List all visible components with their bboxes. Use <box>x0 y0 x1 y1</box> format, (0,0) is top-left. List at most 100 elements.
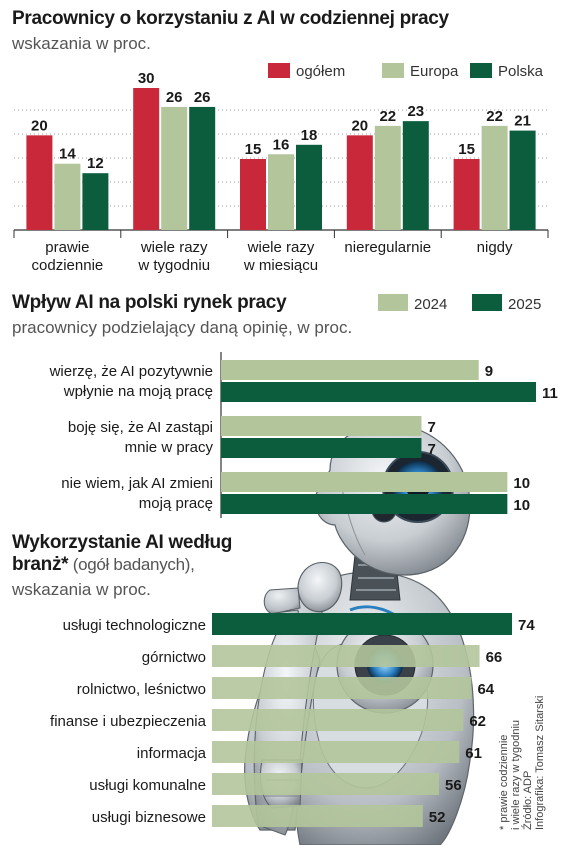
bar-industry <box>212 805 423 827</box>
data-label: 26 <box>166 89 183 106</box>
data-label: 62 <box>469 713 486 730</box>
data-label: 16 <box>273 136 290 153</box>
data-label: 12 <box>87 155 104 172</box>
chart3-title-extra: (ogół badanych), <box>68 555 195 574</box>
category-label: wpłynie na moją pracę <box>63 383 213 400</box>
chart2-title: Wpływ AI na polski rynek pracy <box>12 292 287 313</box>
category-label: wierzę, że AI pozytywnie <box>49 363 213 380</box>
category-label: wiele razy <box>247 239 315 256</box>
bar-Europa <box>481 125 508 230</box>
footnote-line1: * prawie codziennie <box>498 734 510 830</box>
bar-2024 <box>221 360 479 380</box>
bar-2025 <box>221 494 508 514</box>
data-label: 7 <box>427 419 435 436</box>
data-label: 9 <box>485 363 493 380</box>
data-label: 30 <box>138 70 155 87</box>
bar-industry <box>212 645 480 667</box>
data-label: 14 <box>59 146 76 163</box>
data-label: 66 <box>486 649 503 666</box>
data-label: 56 <box>445 777 462 794</box>
category-label: prawie <box>45 239 89 256</box>
bar-industry <box>212 677 472 699</box>
bar-Europa <box>161 106 188 230</box>
footnote-line2: i wiele razy w tygodniu <box>510 719 522 830</box>
legend-swatch-Europa <box>382 63 404 78</box>
bar-Europa <box>268 154 294 230</box>
data-label: 64 <box>477 681 494 698</box>
footnote-source: Źródło: ADP <box>522 770 534 830</box>
category-label: nigdy <box>477 239 513 256</box>
legend-label: 2025 <box>508 296 541 313</box>
bar-Polska <box>402 121 429 230</box>
data-label: 26 <box>194 89 211 106</box>
data-label: 18 <box>301 127 318 144</box>
data-label: 20 <box>31 117 48 134</box>
category-label: górnictwo <box>142 649 206 666</box>
bar-Polska <box>296 144 322 230</box>
data-label: 10 <box>513 475 530 492</box>
bar-Europa <box>54 163 81 230</box>
bar-industry <box>212 741 460 763</box>
data-label: 7 <box>427 441 435 458</box>
data-label: 74 <box>518 617 535 634</box>
data-label: 15 <box>458 141 475 158</box>
bar-ogółem <box>240 159 266 230</box>
category-label: w tygodniu <box>137 257 210 274</box>
category-label: wiele razy <box>140 239 208 256</box>
category-label: mnie w pracy <box>125 439 214 456</box>
bar-industry <box>212 613 512 635</box>
category-label: finanse i ubezpieczenia <box>50 713 207 730</box>
chart1-title: Pracownicy o korzystaniu z AI w codzienn… <box>12 8 449 29</box>
category-label: usługi technologiczne <box>63 617 206 634</box>
category-label: rolnictwo, leśnictwo <box>77 681 206 698</box>
chart3-title-bold: Wykorzystanie AI według branż* <box>12 532 233 575</box>
data-label: 23 <box>407 103 424 120</box>
legend-label: Polska <box>498 63 544 80</box>
data-label: 15 <box>245 141 262 158</box>
chart3-title: Wykorzystanie AI według branż* (ogół bad… <box>12 532 252 576</box>
category-label: nie wiem, jak AI zmieni <box>61 475 213 492</box>
data-label: 52 <box>429 809 446 826</box>
bar-2025 <box>221 438 422 458</box>
bar-ogółem <box>133 88 160 230</box>
bar-2024 <box>221 472 508 492</box>
bar-2024 <box>221 416 422 436</box>
chart1-subtitle: wskazania w proc. <box>12 34 151 53</box>
data-label: 21 <box>514 113 531 130</box>
category-label: codziennie <box>32 257 104 274</box>
bar-ogółem <box>346 135 373 230</box>
category-label: boję się, że AI zastąpi <box>68 419 213 436</box>
bar-ogółem <box>26 135 53 230</box>
bar-Polska <box>189 106 216 230</box>
legend-swatch-ogółem <box>268 63 290 78</box>
data-label: 10 <box>513 497 530 514</box>
legend-swatch-2025 <box>472 294 502 311</box>
bar-industry <box>212 709 464 731</box>
category-label: usługi komunalne <box>89 777 206 794</box>
bar-Europa <box>374 125 401 230</box>
legend-swatch-Polska <box>470 63 492 78</box>
category-label: w miesiącu <box>243 257 318 274</box>
data-label: 22 <box>486 108 503 125</box>
legend-label: ogółem <box>296 63 345 80</box>
category-label: usługi biznesowe <box>92 809 206 826</box>
category-label: informacja <box>137 745 207 762</box>
data-label: 20 <box>351 117 368 134</box>
data-label: 61 <box>465 745 482 762</box>
category-label: nieregularnie <box>344 239 431 256</box>
footnote-author: Infografika: Tomasz Sitarski <box>534 695 546 830</box>
legend-swatch-2024 <box>378 294 408 311</box>
data-label: 11 <box>542 385 558 402</box>
bar-ogółem <box>453 159 480 230</box>
chart2-subtitle: pracownicy podzielający daną opinię, w p… <box>12 318 353 337</box>
bar-industry <box>212 773 440 795</box>
bar-Polska <box>509 130 536 230</box>
bar-2025 <box>221 382 536 402</box>
legend-label: 2024 <box>414 296 447 313</box>
category-label: moją pracę <box>139 495 213 512</box>
legend-label: Europa <box>410 63 459 80</box>
